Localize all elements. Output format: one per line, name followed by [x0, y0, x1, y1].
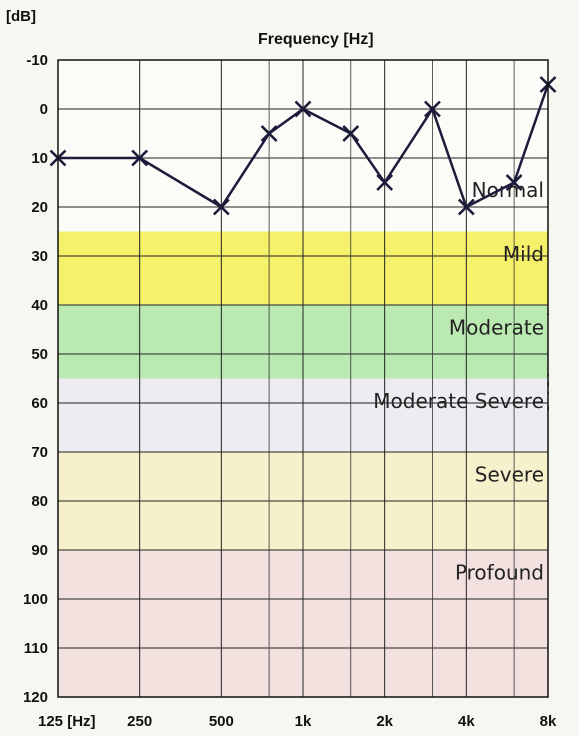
band-label: Moderate Severe	[373, 389, 544, 413]
band-label: Severe	[475, 462, 544, 486]
x-tick-label: 125 [Hz]	[38, 713, 96, 730]
band-label: Profound	[455, 560, 544, 584]
y-tick-label: 50	[31, 346, 48, 363]
y-tick-label: 70	[31, 444, 48, 461]
x-tick-label: 500	[209, 713, 234, 730]
y-tick-label: 30	[31, 248, 48, 265]
y-tick-label: 20	[31, 199, 48, 216]
y-tick-label: 90	[31, 542, 48, 559]
y-tick-label: 110	[24, 640, 48, 657]
y-tick-label: 60	[31, 395, 48, 412]
y-tick-label: 100	[23, 591, 48, 608]
band-label: Moderate	[449, 315, 544, 339]
x-tick-label: 2k	[376, 713, 393, 730]
y-tick-label: 0	[40, 101, 48, 118]
y-tick-label: -10	[26, 52, 48, 69]
x-tick-label: 250	[127, 713, 152, 730]
y-tick-label: 120	[23, 689, 48, 706]
y-tick-label: 10	[31, 150, 48, 167]
x-tick-label: 8k	[540, 713, 557, 730]
x-tick-label: 1k	[295, 713, 312, 730]
x-tick-label: 4k	[458, 713, 475, 730]
band-label: Mild	[503, 242, 544, 266]
y-tick-label: 80	[31, 493, 48, 510]
y-tick-label: 40	[31, 297, 48, 314]
